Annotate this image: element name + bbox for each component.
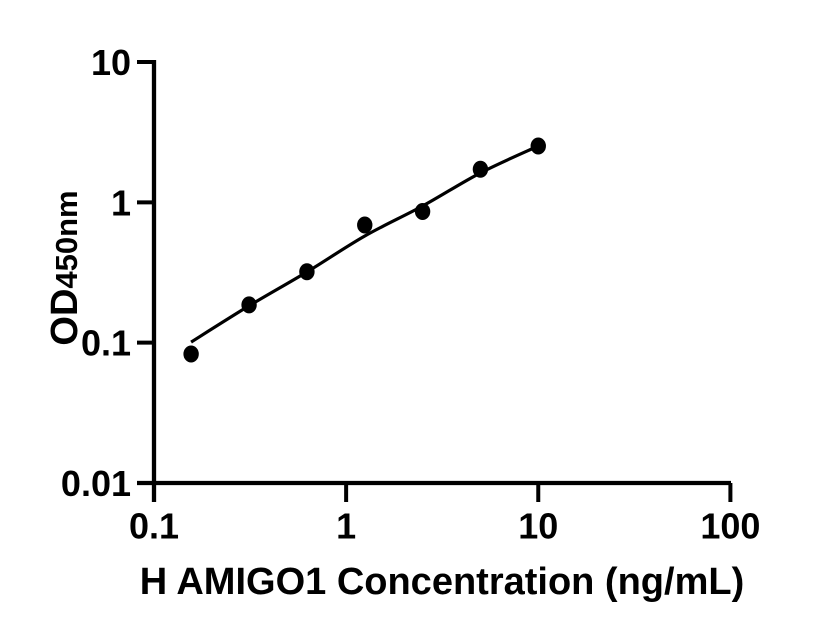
data-point [472, 160, 489, 178]
x-tick-label: 1 [336, 506, 356, 547]
x-axis-tick-labels: 0.1 1 10 100 [129, 506, 760, 547]
data-points [183, 137, 546, 363]
x-axis-ticks [152, 483, 733, 502]
fit-curve [190, 144, 539, 344]
y-axis-title-main: OD [44, 289, 86, 346]
x-axis-title: H AMIGO1 Concentration (ng/mL) [140, 561, 744, 603]
data-point [414, 203, 431, 221]
y-axis-tick-labels: 10 1 0.1 0.01 [61, 42, 131, 504]
data-point [183, 345, 199, 363]
x-tick-label: 0.1 [129, 506, 179, 547]
data-point [357, 216, 373, 234]
x-tick-label: 100 [700, 506, 760, 547]
y-axis-title-sub: 450nm [49, 190, 84, 288]
y-tick-label: 0.01 [61, 463, 131, 504]
data-point [530, 137, 546, 155]
y-tick-label: 1 [111, 182, 131, 223]
data-point [299, 263, 315, 281]
y-tick-label: 0.1 [81, 323, 131, 364]
data-point [241, 296, 257, 314]
y-tick-label: 10 [91, 42, 131, 83]
y-axis-title: OD450nm [44, 190, 86, 345]
x-tick-label: 10 [518, 506, 558, 547]
axes [137, 60, 731, 502]
